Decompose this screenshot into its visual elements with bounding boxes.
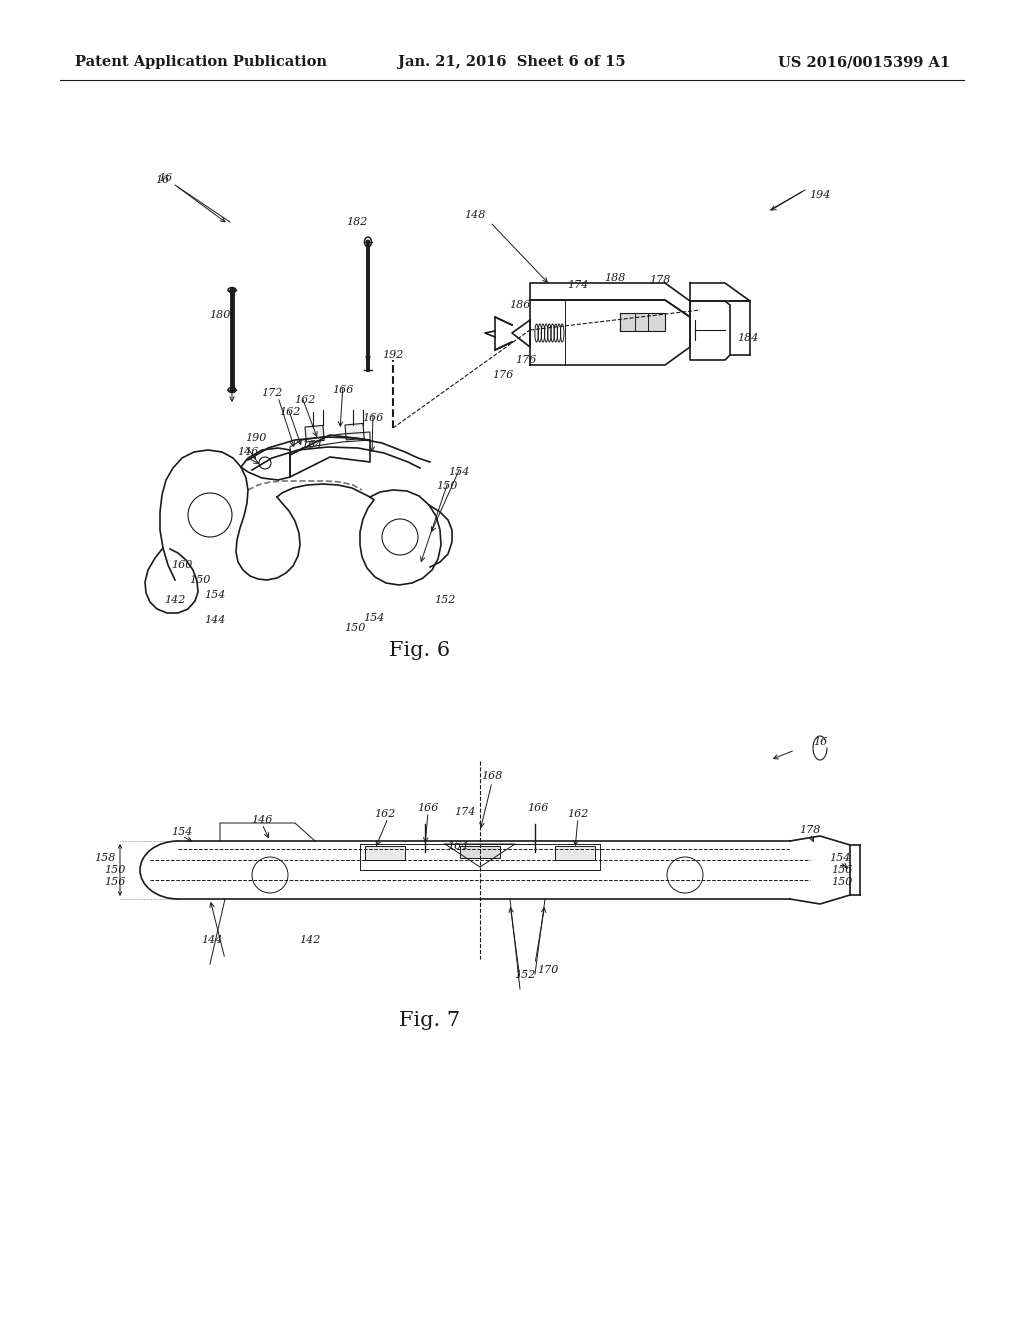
Text: 178: 178 [649, 275, 671, 285]
Text: 154: 154 [364, 612, 385, 623]
Ellipse shape [365, 238, 372, 247]
Text: 180: 180 [209, 310, 230, 319]
Text: 152: 152 [514, 970, 536, 979]
Bar [620, 313, 665, 331]
Text: 146: 146 [238, 447, 259, 457]
Text: US 2016/0015399 A1: US 2016/0015399 A1 [778, 55, 950, 69]
Text: 194: 194 [809, 190, 830, 201]
Text: 144: 144 [202, 935, 222, 945]
Text: 148: 148 [464, 210, 485, 220]
Text: 162: 162 [280, 407, 301, 417]
Text: 166: 166 [527, 803, 549, 813]
Bar [460, 846, 500, 858]
Text: 164: 164 [301, 440, 323, 450]
Text: 170: 170 [538, 965, 559, 975]
Ellipse shape [228, 388, 236, 392]
Text: 154: 154 [829, 853, 851, 863]
Bar [555, 846, 595, 861]
Text: 150: 150 [831, 876, 853, 887]
Text: 176: 176 [515, 355, 537, 366]
Text: 186: 186 [509, 300, 530, 310]
Text: 154: 154 [171, 828, 193, 837]
Text: 16: 16 [155, 176, 169, 185]
Text: 154: 154 [449, 467, 470, 477]
Text: 146: 146 [251, 814, 272, 825]
Text: 190: 190 [246, 433, 266, 444]
Text: Jan. 21, 2016  Sheet 6 of 15: Jan. 21, 2016 Sheet 6 of 15 [398, 55, 626, 69]
Text: Fig. 6: Fig. 6 [389, 640, 451, 660]
Text: 162: 162 [567, 809, 589, 818]
Text: 150: 150 [344, 623, 366, 634]
Bar [365, 846, 406, 861]
Ellipse shape [228, 288, 236, 293]
Text: Patent Application Publication: Patent Application Publication [75, 55, 327, 69]
Text: 166: 166 [362, 413, 384, 422]
Text: 162: 162 [294, 395, 315, 405]
Text: 168: 168 [481, 771, 503, 781]
Text: 184: 184 [737, 333, 759, 343]
Text: 192: 192 [382, 350, 403, 360]
Bar [345, 424, 365, 440]
Text: 178: 178 [800, 825, 820, 836]
Text: 160: 160 [171, 560, 193, 570]
Text: 172: 172 [261, 388, 283, 399]
Text: 174: 174 [455, 807, 476, 817]
Text: 152: 152 [434, 595, 456, 605]
Text: 188: 188 [604, 273, 626, 282]
Text: 156: 156 [104, 876, 126, 887]
Text: 182: 182 [346, 216, 368, 227]
Text: 154: 154 [205, 590, 225, 601]
Text: 158: 158 [94, 853, 116, 863]
Text: 162: 162 [375, 809, 395, 818]
Text: 174: 174 [567, 280, 589, 290]
Text: 156: 156 [831, 865, 853, 875]
Text: 164: 164 [447, 841, 469, 851]
Text: 166: 166 [418, 803, 438, 813]
Text: Fig. 7: Fig. 7 [399, 1011, 461, 1030]
Text: 150: 150 [104, 865, 126, 875]
Text: 142: 142 [299, 935, 321, 945]
Text: 144: 144 [205, 615, 225, 624]
Text: 150: 150 [189, 576, 211, 585]
Text: 16: 16 [813, 737, 827, 747]
Text: 150: 150 [436, 480, 458, 491]
Text: 142: 142 [164, 595, 185, 605]
Text: 166: 166 [333, 385, 353, 395]
Bar [305, 425, 325, 442]
Text: 16: 16 [158, 173, 172, 183]
Text: 176: 176 [493, 370, 514, 380]
